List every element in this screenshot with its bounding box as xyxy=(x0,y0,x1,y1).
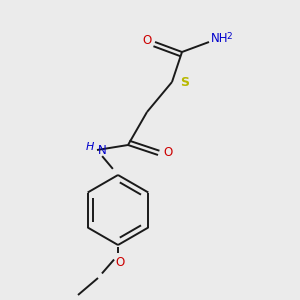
Text: S: S xyxy=(180,76,189,88)
Text: H: H xyxy=(85,142,94,152)
Text: O: O xyxy=(143,34,152,46)
Text: 2: 2 xyxy=(226,32,232,41)
Text: N: N xyxy=(98,143,107,157)
Text: O: O xyxy=(116,256,124,269)
Text: O: O xyxy=(163,146,172,160)
Text: NH: NH xyxy=(211,32,229,46)
